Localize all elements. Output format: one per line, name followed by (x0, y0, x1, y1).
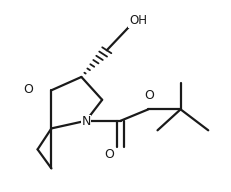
Text: O: O (104, 148, 113, 161)
Text: N: N (81, 115, 90, 128)
Text: O: O (23, 83, 33, 96)
Text: OH: OH (128, 14, 146, 27)
Text: O: O (144, 89, 154, 102)
